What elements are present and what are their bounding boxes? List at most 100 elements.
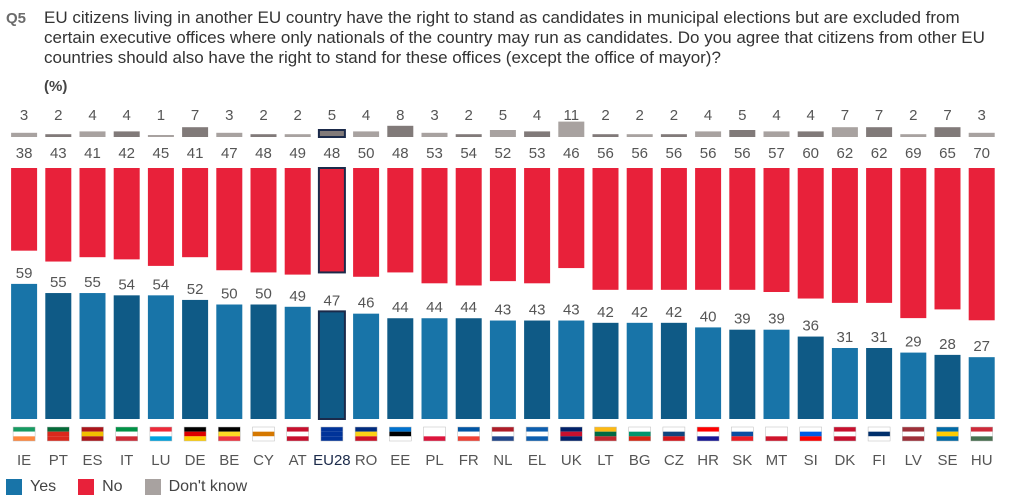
label-yes-mt: 39 xyxy=(768,311,785,328)
country-label-lu: LU xyxy=(151,452,170,469)
country-label-ie: IE xyxy=(17,452,31,469)
bar-yes-de xyxy=(182,299,209,419)
bar-dont-know-fr xyxy=(455,134,482,137)
label-dont-know-ie: 3 xyxy=(20,107,28,124)
flag-cz xyxy=(662,426,686,442)
bar-dont-know-dk xyxy=(831,127,858,137)
label-yes-de: 52 xyxy=(187,281,204,298)
label-yes-hr: 40 xyxy=(700,308,717,325)
flag-stripe-at-0 xyxy=(286,427,309,432)
country-label-it: IT xyxy=(120,452,133,469)
bar-yes-hr xyxy=(695,327,722,419)
flag-stripe-el-2 xyxy=(526,436,549,441)
bar-yes-cz xyxy=(660,322,687,419)
bar-dont-know-pl xyxy=(421,132,448,137)
flag-stripe-si-1 xyxy=(799,431,822,437)
label-no-fr: 54 xyxy=(460,145,477,162)
flag-stripe-bg-0 xyxy=(628,427,651,432)
bar-yes-ee xyxy=(387,318,414,419)
flag-stripe-si-0 xyxy=(799,427,822,432)
flag-stripe-ro-2 xyxy=(355,436,378,441)
legend-label-no: No xyxy=(102,478,123,495)
bar-dont-know-se xyxy=(934,127,961,137)
bar-dont-know-fi xyxy=(866,127,893,137)
label-no-ee: 48 xyxy=(392,145,409,162)
legend-item-yes: Yes xyxy=(6,478,56,496)
bar-yes-mt xyxy=(763,329,790,419)
bar-dont-know-at xyxy=(284,134,311,137)
bar-dont-know-el xyxy=(524,131,551,137)
label-no-ro: 50 xyxy=(358,145,375,162)
bar-no-uk xyxy=(558,168,585,269)
flag-pl xyxy=(423,426,446,442)
bar-no-nl xyxy=(489,168,516,282)
country-label-pl: PL xyxy=(425,452,443,469)
label-yes-be: 50 xyxy=(221,286,238,303)
bar-dont-know-it xyxy=(113,131,140,137)
country-label-be: BE xyxy=(219,452,239,469)
flag-bg xyxy=(628,426,651,442)
label-no-bg: 56 xyxy=(631,145,648,162)
bar-dont-know-eu28 xyxy=(317,129,346,138)
label-yes-lv: 29 xyxy=(905,334,922,351)
label-dont-know-lt: 2 xyxy=(601,107,609,124)
flag-stripe-lt-0 xyxy=(594,427,617,432)
flag-uk xyxy=(560,426,583,442)
country-label-lv: LV xyxy=(905,452,922,469)
label-dont-know-se: 7 xyxy=(943,107,951,124)
bar-no-es xyxy=(79,168,106,258)
bar-no-de xyxy=(182,168,209,258)
bar-yes-it xyxy=(113,295,140,419)
country-label-lt: LT xyxy=(597,452,613,469)
bar-no-fi xyxy=(866,168,893,303)
label-yes-se: 28 xyxy=(939,336,956,353)
bar-no-fr xyxy=(455,168,482,286)
bar-no-pt xyxy=(45,168,72,262)
flag-stripe-nl-2 xyxy=(491,436,514,441)
country-label-dk: DK xyxy=(834,452,855,469)
label-yes-cz: 42 xyxy=(666,304,683,321)
label-no-se: 65 xyxy=(939,145,956,162)
label-dont-know-lv: 2 xyxy=(909,107,917,124)
label-yes-nl: 43 xyxy=(495,302,512,319)
label-yes-sk: 39 xyxy=(734,311,751,328)
bar-dont-know-lt xyxy=(592,134,619,137)
flag-stripe-eu28-2 xyxy=(320,436,343,441)
label-yes-at: 49 xyxy=(289,288,306,305)
flag-stripe-sk-0 xyxy=(731,427,754,432)
flag-stripe-pl-1 xyxy=(423,431,446,437)
flag-stripe-fr-1 xyxy=(457,431,480,437)
country-label-si: SI xyxy=(804,452,818,469)
country-label-uk: UK xyxy=(561,452,582,469)
flag-stripe-hu-0 xyxy=(970,427,993,432)
label-dont-know-es: 4 xyxy=(88,107,96,124)
flag-stripe-uk-1 xyxy=(560,431,583,437)
flag-el xyxy=(525,426,549,442)
bar-dont-know-bg xyxy=(626,134,653,137)
flag-stripe-pt-2 xyxy=(47,436,70,441)
label-yes-el: 43 xyxy=(529,302,546,319)
bar-no-sk xyxy=(729,168,756,290)
flag-stripe-ee-1 xyxy=(389,431,412,437)
flag-ee xyxy=(389,426,412,442)
chart-legend: Yes No Don't know xyxy=(6,478,247,496)
unit-label: (%) xyxy=(44,78,68,95)
bar-dont-know-ee xyxy=(387,125,414,137)
flag-stripe-nl-1 xyxy=(491,431,514,437)
label-yes-fi: 31 xyxy=(871,329,888,346)
bar-dont-know-lv xyxy=(900,134,927,137)
label-no-eu28: 48 xyxy=(324,145,341,162)
bar-dont-know-ie xyxy=(11,132,38,137)
bar-dont-know-cz xyxy=(660,134,687,137)
bar-yes-pt xyxy=(45,293,72,419)
flag-stripe-lt-2 xyxy=(594,436,617,441)
label-no-ie: 38 xyxy=(16,145,33,162)
flag-stripe-ie-2 xyxy=(13,436,36,441)
flag-stripe-hu-2 xyxy=(970,436,993,441)
label-no-si: 60 xyxy=(802,145,819,162)
bar-yes-nl xyxy=(489,320,516,419)
flag-lt xyxy=(594,426,617,442)
label-dont-know-pt: 2 xyxy=(54,107,62,124)
label-yes-dk: 31 xyxy=(837,329,854,346)
flag-hu xyxy=(970,426,993,442)
